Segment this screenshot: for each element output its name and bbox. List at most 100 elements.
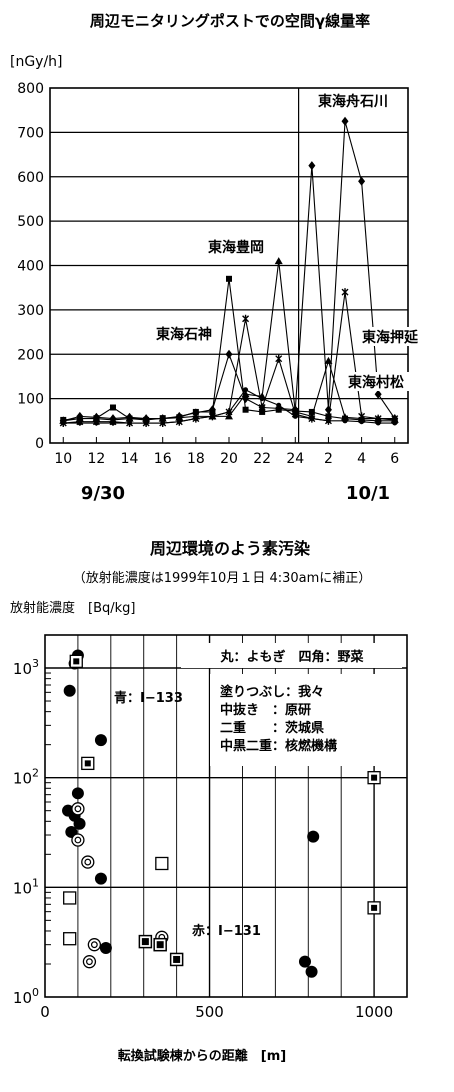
chart1-point (324, 356, 333, 364)
chart1-series-line (63, 260, 395, 422)
chart1-point (358, 176, 366, 186)
chart1-point (275, 406, 282, 413)
chart1-point (226, 409, 232, 415)
chart2-xlabel: 転換試験棟からの距離 [m] (118, 1048, 286, 1064)
chart2-point-dotted-double-square (69, 654, 83, 669)
chart1-point (209, 413, 215, 419)
double-circle-inner (84, 858, 92, 866)
iodine-contamination-chart: 周辺環境のよう素汚染 （放射能濃度は1999年10月１日 4:30amに補正） … (10, 539, 408, 1064)
chart1-point (127, 420, 133, 426)
double-circle-inner (86, 958, 93, 966)
chart2-point-filled-circle (94, 734, 107, 747)
chart1-point (209, 408, 216, 415)
chart2-point-double-circle (81, 855, 95, 869)
chart1-point (226, 275, 232, 282)
chart1-point (274, 257, 283, 265)
chart2-point-filled-circle (298, 955, 311, 968)
chart1-point (276, 402, 282, 408)
chart1-series-label: 東海押延 (362, 329, 419, 346)
chart1-y-tick-label: 700 (17, 125, 44, 141)
double-circle-outer (81, 855, 95, 869)
chart1-point (358, 412, 366, 421)
chart2-point-open-square (63, 891, 77, 905)
chart2-y-tick-label: 102 (13, 767, 39, 788)
chart2-point-filled-square (169, 952, 184, 967)
annotation-i131: 赤：I−131 (192, 923, 261, 939)
chart1-series-label: 東海石神 (156, 326, 212, 343)
chart2-point-double-circle (71, 802, 85, 816)
chart1-point (176, 419, 182, 425)
square-inner (173, 955, 181, 963)
chart1-point (341, 288, 349, 297)
chart1-ylabel: [nGy/h] (10, 54, 63, 70)
legend-line-5: 中黒二重：核燃機構 (220, 738, 337, 754)
chart1-y-tick-label: 500 (17, 214, 44, 230)
chart1-point (225, 349, 233, 359)
chart2-x-tick-label: 500 (195, 1003, 224, 1021)
chart1-point (341, 413, 350, 421)
square-inner (156, 941, 164, 949)
chart1-point (192, 408, 199, 415)
chart1-point (241, 390, 250, 398)
legend-line-4: 二重 ：茨城県 (220, 720, 324, 736)
chart1-y-tick-label: 200 (17, 347, 44, 363)
chart2-point-dotted-double-square (367, 771, 381, 785)
chart2-subtitle: （放射能濃度は1999年10月１日 4:30amに補正） (73, 570, 372, 586)
chart1-point (242, 406, 249, 413)
chart1-series-label-bg (316, 91, 395, 110)
chart2-x-ticks: 0 500 1000 (40, 1003, 393, 1021)
chart2-point-double-circle (87, 938, 102, 952)
chart2-point-double-circle (82, 955, 97, 969)
chart1-series-label-bg (360, 327, 424, 346)
legend-box-2 (210, 674, 402, 766)
chart1-point (309, 416, 315, 422)
chart1-y-tick-label: 400 (17, 259, 44, 275)
chart2-point-open-square (63, 932, 77, 946)
double-circle-outer (87, 938, 102, 952)
chart1-x-ticks: 10 12 14 16 18 20 22 24 2 4 6 (54, 437, 399, 467)
chart1-series-label: 東海舟石川 (318, 93, 388, 110)
double-circle-inner (90, 941, 98, 949)
chart1-series-label-bg (154, 324, 218, 343)
chart2-x-tick-label: 0 (40, 1003, 50, 1021)
chart1-date-label-1001: 10/1 (346, 483, 390, 504)
double-circle-outer (71, 802, 85, 816)
chart1-x-tick-label: 20 (220, 451, 238, 467)
chart1-x-tick-label: 18 (187, 451, 205, 467)
chart1-point (392, 420, 398, 426)
chart1-point (275, 354, 283, 363)
chart1-point (342, 418, 348, 424)
chart1-point (142, 414, 151, 422)
chart1-point (110, 420, 116, 426)
chart1-point (258, 403, 266, 412)
chart1-y-tick-label: 0 (35, 436, 44, 452)
legend-line-1: 丸：よもぎ 四角：野菜 (219, 649, 363, 665)
chart2-point-filled-square (138, 934, 153, 949)
chart1-point (242, 314, 250, 323)
chart2-point-filled-square (153, 937, 167, 952)
legend-line-3: 中抜き ：原研 (220, 702, 311, 718)
chart1-point (243, 387, 249, 393)
chart1-y-ticks: 0 100 200 300 400 500 600 700 800 (17, 81, 44, 452)
chart1-point (109, 404, 116, 411)
chart1-point (292, 413, 298, 419)
chart1-series-label-bg (346, 372, 410, 391)
chart2-point-filled-circle (94, 872, 107, 885)
chart2-y-tick-label: 101 (13, 876, 39, 897)
chart1-point (125, 414, 134, 422)
chart1-x-tick-label: 4 (357, 451, 366, 467)
chart1-point (374, 389, 382, 399)
chart1-point (158, 414, 167, 422)
chart1-series (59, 116, 399, 428)
chart1-x-tick-label: 22 (253, 451, 271, 467)
annotation-i133: 青：I−133 (114, 690, 183, 706)
chart1-y-tick-label: 800 (17, 81, 44, 97)
legend-box (181, 643, 402, 668)
chart2-point-filled-circle (307, 830, 320, 843)
square-inner (371, 774, 378, 781)
chart2-point-double-circle (71, 833, 85, 847)
chart1-point (193, 416, 199, 422)
chart2-y-ticks: 100 101 102 103 (13, 657, 39, 1007)
chart1-x-tick-label: 16 (154, 451, 172, 467)
chart2-point-filled-circle (71, 787, 84, 800)
